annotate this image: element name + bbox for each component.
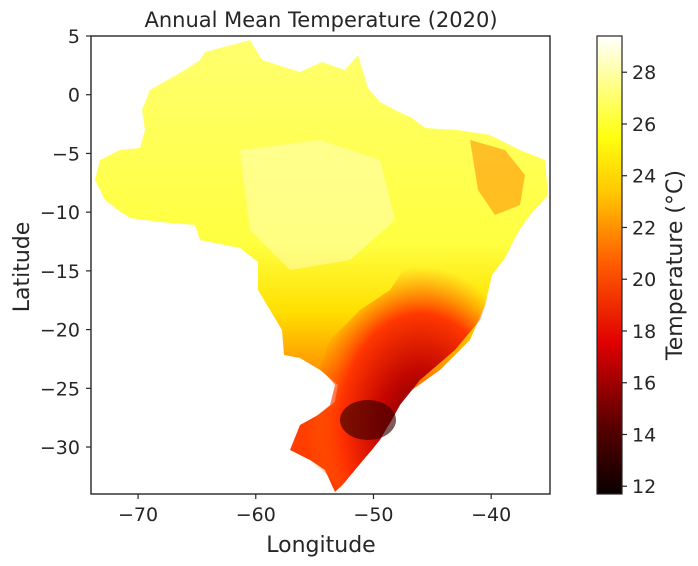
colorbar-ticks: 12 14 16 18 20 22 24 26 28 xyxy=(622,62,656,498)
colorbar-tick-label: 12 xyxy=(632,476,656,498)
colorbar-tick-label: 24 xyxy=(632,166,656,188)
y-tick-label: −15 xyxy=(40,261,80,283)
y-tick-label: −10 xyxy=(40,202,80,224)
y-axis-ticks: 5 0 −5 −10 −15 −20 −25 −30 xyxy=(40,26,91,459)
colorbar-tick-label: 26 xyxy=(632,114,656,136)
y-tick-label: −25 xyxy=(40,378,80,400)
colorbar-tick-label: 16 xyxy=(632,373,656,395)
colorbar-tick-label: 28 xyxy=(632,62,656,84)
x-axis-title: Longitude xyxy=(266,533,375,558)
northeast-highlands xyxy=(470,140,525,215)
y-tick-label: −30 xyxy=(40,437,80,459)
coldest-spot xyxy=(340,400,396,440)
colorbar-tick-label: 20 xyxy=(632,269,656,291)
y-tick-label: 0 xyxy=(68,85,80,107)
brazil-region xyxy=(95,40,548,492)
x-axis-ticks: −70 −60 −50 −40 xyxy=(118,494,511,526)
colorbar-tick-label: 14 xyxy=(632,424,656,446)
y-axis-title: Latitude xyxy=(10,222,35,313)
y-tick-label: −20 xyxy=(40,320,80,342)
x-tick-label: −70 xyxy=(118,504,158,526)
colorbar xyxy=(596,35,623,495)
colorbar-tick-label: 22 xyxy=(632,217,656,239)
y-tick-label: 5 xyxy=(68,26,80,48)
colorbar-tick-label: 18 xyxy=(632,321,656,343)
colorbar-label: Temperature (°C) xyxy=(663,170,688,361)
warm-central-region xyxy=(240,140,395,270)
x-tick-label: −40 xyxy=(471,504,511,526)
x-tick-label: −50 xyxy=(353,504,393,526)
x-tick-label: −60 xyxy=(236,504,276,526)
chart-title: Annual Mean Temperature (2020) xyxy=(144,8,497,32)
temperature-heatmap xyxy=(95,40,548,492)
y-tick-label: −5 xyxy=(52,143,80,165)
plot-frame xyxy=(90,35,551,495)
